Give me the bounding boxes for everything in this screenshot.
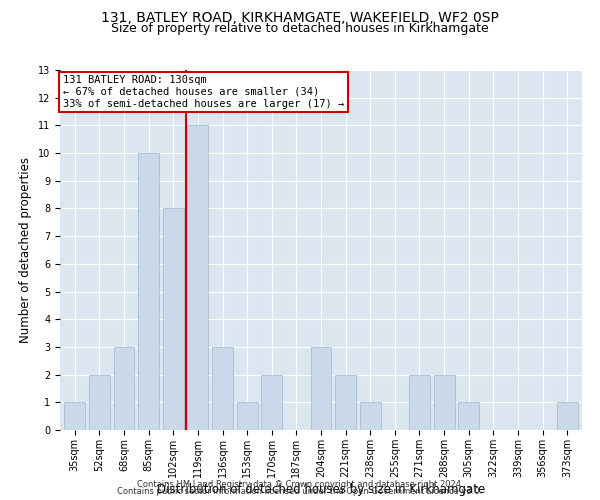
Bar	[261, 374, 282, 430]
Bar	[113, 347, 134, 430]
Bar	[434, 374, 455, 430]
Text: Contains HM Land Registry data © Crown copyright and database right 2024.: Contains HM Land Registry data © Crown c…	[137, 480, 463, 489]
Bar	[311, 347, 331, 430]
Bar	[187, 126, 208, 430]
Text: 131, BATLEY ROAD, KIRKHAMGATE, WAKEFIELD, WF2 0SP: 131, BATLEY ROAD, KIRKHAMGATE, WAKEFIELD…	[101, 11, 499, 25]
Text: Contains public sector information licensed under the Open Government Licence v3: Contains public sector information licen…	[118, 487, 482, 496]
Bar	[236, 402, 257, 430]
Bar	[138, 153, 159, 430]
Bar	[89, 374, 110, 430]
X-axis label: Distribution of detached houses by size in Kirkhamgate: Distribution of detached houses by size …	[157, 482, 485, 496]
Bar	[163, 208, 184, 430]
Bar	[409, 374, 430, 430]
Bar	[360, 402, 381, 430]
Text: Size of property relative to detached houses in Kirkhamgate: Size of property relative to detached ho…	[111, 22, 489, 35]
Bar	[557, 402, 578, 430]
Bar	[64, 402, 85, 430]
Bar	[335, 374, 356, 430]
Text: 131 BATLEY ROAD: 130sqm
← 67% of detached houses are smaller (34)
33% of semi-de: 131 BATLEY ROAD: 130sqm ← 67% of detache…	[62, 76, 344, 108]
Bar	[212, 347, 233, 430]
Bar	[458, 402, 479, 430]
Y-axis label: Number of detached properties: Number of detached properties	[19, 157, 32, 343]
